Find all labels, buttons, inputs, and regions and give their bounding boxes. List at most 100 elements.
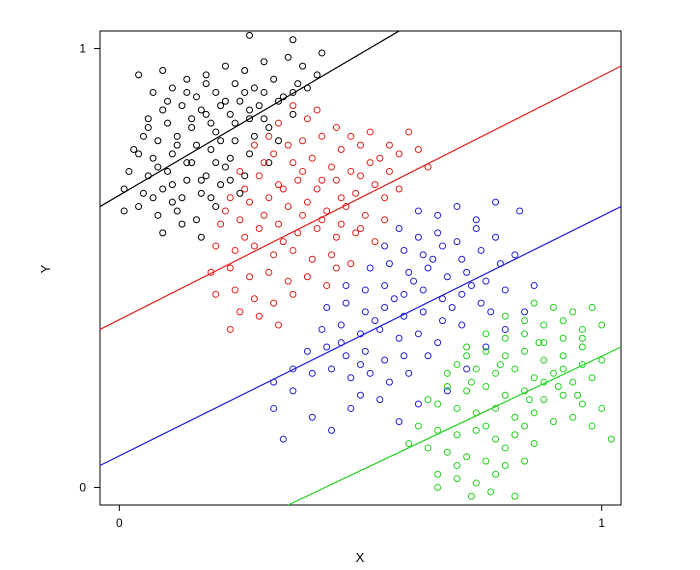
data-point [414, 233, 422, 241]
data-point [332, 124, 340, 132]
data-point [139, 132, 147, 140]
data-point [212, 159, 220, 167]
data-point [371, 317, 379, 325]
data-point [472, 479, 480, 487]
data-point [424, 396, 432, 404]
data-point [501, 352, 509, 360]
data-point [549, 304, 557, 311]
data-point [453, 431, 461, 439]
data-point [328, 251, 336, 259]
data-point [347, 132, 355, 140]
data-point [501, 444, 509, 452]
data-point [328, 426, 336, 434]
data-point [313, 185, 321, 193]
data-point [434, 400, 442, 408]
data-point [279, 185, 287, 193]
data-point [294, 229, 302, 237]
data-point [467, 492, 475, 500]
data-point [308, 369, 316, 377]
data-point [540, 378, 548, 386]
data-point [250, 141, 258, 149]
data-point [294, 176, 302, 184]
data-point [385, 167, 393, 175]
data-point [434, 211, 442, 219]
data-point [149, 154, 157, 162]
data-point [588, 304, 596, 311]
data-point [434, 339, 442, 347]
data-point [357, 361, 364, 369]
data-point [357, 225, 364, 232]
data-point [284, 141, 292, 149]
data-point [192, 141, 200, 149]
data-point [496, 260, 504, 268]
data-point [559, 334, 567, 342]
data-point [530, 299, 538, 307]
data-point [381, 194, 389, 202]
data-point [492, 198, 500, 206]
data-point [250, 132, 258, 140]
fit-line-4 [287, 346, 622, 506]
data-point [202, 110, 210, 118]
data-point [154, 137, 162, 145]
data-point [429, 255, 437, 263]
data-point [188, 124, 196, 132]
data-point [521, 308, 529, 316]
data-point [569, 413, 577, 421]
data-point [236, 308, 244, 316]
data-point [453, 203, 461, 211]
data-point [197, 189, 205, 197]
data-point [144, 115, 152, 123]
data-points [120, 31, 615, 500]
data-point [236, 167, 244, 175]
data-point [405, 369, 413, 377]
data-point [294, 80, 302, 88]
data-point [559, 352, 567, 360]
data-point [472, 426, 480, 434]
data-point [342, 203, 350, 211]
data-point [453, 238, 461, 246]
data-point [516, 207, 524, 215]
data-point [265, 132, 273, 140]
data-point [289, 159, 297, 167]
data-point [168, 181, 176, 189]
data-point [482, 422, 490, 430]
x-tick-label: 1 [598, 516, 605, 530]
data-point [217, 220, 225, 228]
data-point [443, 383, 451, 390]
data-point [357, 391, 364, 399]
fit-line-3 [99, 206, 622, 467]
data-point [347, 404, 355, 412]
data-point [400, 290, 408, 298]
data-point [120, 185, 128, 193]
data-point [400, 246, 408, 254]
data-point [241, 67, 249, 74]
data-point [289, 290, 297, 298]
data-point [434, 229, 442, 237]
data-point [424, 444, 432, 452]
data-point [289, 246, 297, 254]
data-point [477, 246, 485, 254]
data-point [400, 312, 408, 320]
data-point [578, 325, 586, 333]
data-point [453, 361, 461, 369]
data-point [395, 334, 403, 342]
data-point [559, 365, 567, 373]
data-point [578, 334, 586, 342]
data-point [352, 229, 360, 237]
data-point [250, 242, 258, 250]
data-point [217, 102, 225, 110]
data-point [313, 225, 321, 232]
data-point [453, 462, 461, 469]
data-point [217, 181, 225, 189]
data-point [501, 334, 509, 342]
data-point [463, 453, 471, 461]
data-point [521, 422, 529, 430]
data-point [255, 102, 263, 110]
data-point [270, 378, 278, 386]
data-point [284, 277, 292, 285]
data-point [207, 194, 215, 202]
data-point [178, 194, 186, 202]
data-point [274, 97, 282, 105]
data-point [559, 317, 567, 325]
